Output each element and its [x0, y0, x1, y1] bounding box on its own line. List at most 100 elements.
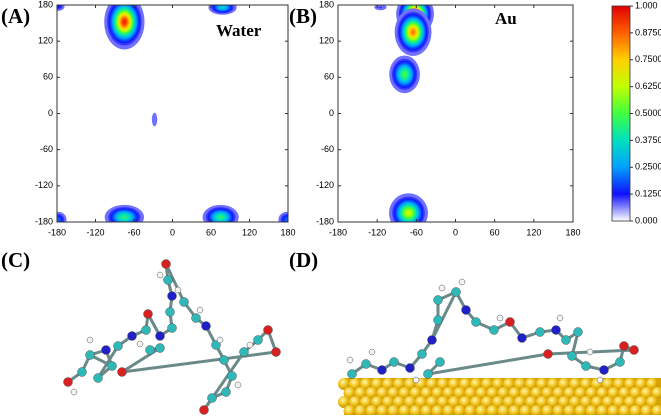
- atom: [620, 342, 629, 351]
- atom: [192, 314, 201, 323]
- atom: [272, 348, 281, 357]
- atom: [462, 306, 471, 315]
- density-contour: [221, 6, 225, 8]
- atom: [164, 276, 173, 285]
- density-contour: [123, 20, 126, 24]
- atom: [600, 366, 609, 375]
- colorbar: [612, 6, 630, 221]
- atom: [436, 358, 445, 367]
- atom: [71, 389, 77, 395]
- y-tick-label: 180: [38, 0, 53, 9]
- atom: [222, 388, 231, 397]
- atom: [137, 341, 143, 347]
- atom: [574, 328, 583, 337]
- atom: [197, 307, 203, 313]
- atom: [156, 344, 165, 353]
- atom: [228, 372, 237, 381]
- x-tick-label: -60: [410, 227, 423, 237]
- density-layer: [374, 0, 434, 233]
- colorbar-tick-label: 0.5000: [635, 108, 661, 118]
- atom: [162, 260, 171, 269]
- atom: [434, 316, 443, 325]
- atom: [86, 351, 95, 360]
- y-tick-label: 120: [319, 36, 334, 46]
- atom: [347, 357, 353, 363]
- annotation: Water: [216, 21, 262, 40]
- atom: [413, 377, 419, 383]
- plot-frame: [338, 5, 573, 222]
- atom: [168, 292, 177, 301]
- bond: [428, 354, 548, 374]
- x-tick-label: 60: [206, 227, 216, 237]
- density-contour: [218, 215, 223, 218]
- density-contour: [412, 31, 413, 33]
- y-tick-label: 0: [329, 108, 334, 118]
- colorbar-tick-label: 0.000: [635, 215, 658, 225]
- atom: [506, 318, 515, 327]
- atom: [142, 326, 151, 335]
- atom: [254, 336, 263, 345]
- gold-surface: [338, 378, 661, 415]
- atom: [434, 296, 443, 305]
- x-tick-label: -60: [127, 227, 140, 237]
- density-contour: [122, 215, 128, 218]
- atom: [418, 350, 427, 359]
- atom: [568, 352, 577, 361]
- colorbar-tick-label: 0.3750: [635, 135, 661, 145]
- atom: [118, 368, 127, 377]
- panel-label: (B): [289, 4, 317, 28]
- atom: [94, 374, 103, 383]
- atom: [208, 394, 217, 403]
- x-tick-label: 60: [490, 227, 500, 237]
- atom: [536, 328, 545, 337]
- atom: [168, 324, 177, 333]
- atom: [235, 382, 241, 388]
- atom: [102, 346, 111, 355]
- atom: [459, 279, 465, 285]
- atom: [128, 332, 137, 341]
- atom: [562, 336, 571, 345]
- atom: [582, 362, 591, 371]
- y-tick-label: -60: [321, 144, 334, 154]
- colorbar-tick-label: 0.7500: [635, 54, 661, 64]
- atom: [348, 370, 357, 379]
- molecule-c: [64, 260, 281, 415]
- y-tick-label: -180: [316, 216, 334, 226]
- annotation: Au: [495, 9, 517, 28]
- atom: [114, 342, 123, 351]
- atom: [544, 350, 553, 359]
- panel-label: (D): [289, 248, 318, 272]
- atom: [557, 315, 563, 321]
- colorbar-tick-label: 0.2500: [635, 162, 661, 172]
- atom: [200, 406, 209, 415]
- y-tick-label: -180: [35, 216, 53, 226]
- y-tick-label: -120: [316, 180, 334, 190]
- atom: [406, 364, 415, 373]
- x-tick-label: 180: [565, 227, 580, 237]
- density-contour: [379, 7, 383, 9]
- atom: [64, 378, 73, 387]
- atom: [597, 377, 603, 383]
- atom: [378, 366, 387, 375]
- atom: [78, 368, 87, 377]
- atom: [156, 332, 165, 341]
- atom: [157, 272, 163, 278]
- atom: [362, 360, 371, 369]
- atom: [144, 310, 153, 319]
- atom: [247, 342, 253, 348]
- atom: [220, 356, 229, 365]
- atom: [108, 362, 117, 371]
- x-tick-label: 0: [453, 227, 458, 237]
- x-tick-label: 120: [526, 227, 541, 237]
- atom: [146, 346, 155, 355]
- x-tick-label: 120: [242, 227, 257, 237]
- colorbar-tick-label: 1.000: [635, 0, 658, 10]
- atom: [369, 349, 375, 355]
- atom: [202, 322, 211, 331]
- atom: [264, 326, 273, 335]
- atom: [552, 326, 561, 335]
- bond: [122, 352, 276, 372]
- colorbar-tick-label: 0.6250: [635, 81, 661, 91]
- atom: [424, 370, 433, 379]
- atom: [87, 337, 93, 343]
